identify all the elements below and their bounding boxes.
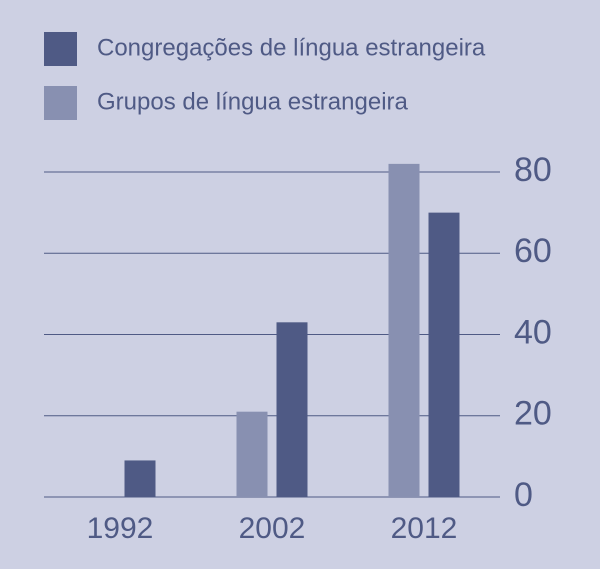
bar: [276, 322, 308, 497]
y-tick-label: 40: [514, 313, 552, 351]
y-tick-label: 80: [514, 151, 552, 189]
bar: [388, 163, 420, 497]
x-tick-label: 2012: [391, 512, 458, 545]
bar: [124, 460, 156, 497]
x-tick-label: 1992: [87, 512, 154, 545]
y-tick-label: 60: [514, 232, 552, 270]
legend-swatch: [44, 32, 77, 66]
x-tick-label: 2002: [239, 512, 306, 545]
y-tick-label: 20: [514, 395, 552, 433]
y-tick-label: 0: [514, 476, 533, 514]
bar: [428, 212, 460, 497]
legend-label: Congregações de língua estrangeira: [97, 34, 486, 61]
legend-swatch: [44, 86, 77, 120]
legend-label: Grupos de língua estrangeira: [97, 88, 409, 115]
bar: [236, 411, 268, 497]
